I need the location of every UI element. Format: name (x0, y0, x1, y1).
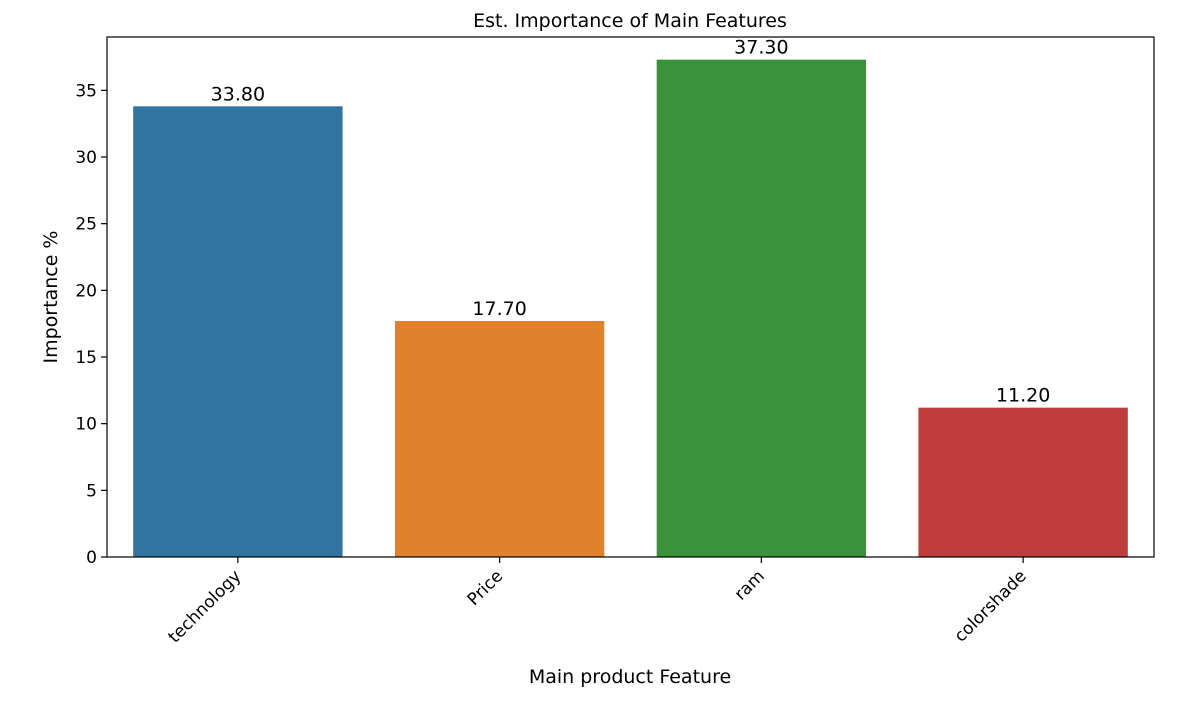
y-tick-label: 0 (86, 548, 97, 568)
y-axis-label: Importance % (40, 231, 62, 364)
y-tick-label: 5 (86, 481, 97, 501)
data-label-price: 17.70 (472, 298, 526, 320)
x-tick-label-price: Price (464, 566, 507, 609)
x-axis: technology Price ram colorshade (165, 557, 1031, 647)
data-label-technology: 33.80 (211, 83, 265, 105)
y-tick-label: 35 (75, 81, 97, 101)
data-label-colorshade: 11.20 (996, 385, 1050, 407)
bar-price (394, 321, 605, 557)
data-labels-layer: 33.80 17.70 37.30 11.20 (211, 37, 1051, 407)
x-tick-label-colorshade: colorshade (951, 566, 1031, 646)
bar-colorshade (918, 407, 1128, 557)
y-tick-label: 15 (75, 348, 97, 368)
bars-layer (133, 59, 1128, 558)
bar-ram (656, 59, 867, 558)
plot-frame (106, 36, 1155, 558)
bar-technology (133, 106, 343, 557)
y-tick-label: 20 (75, 281, 97, 301)
data-label-ram: 37.30 (734, 37, 788, 59)
chart-title: Est. Importance of Main Features (473, 10, 787, 32)
y-tick-label: 10 (75, 415, 97, 435)
x-tick-label-technology: technology (165, 566, 246, 647)
y-tick-label: 30 (75, 148, 97, 168)
y-axis: 0 5 10 15 20 25 30 35 (75, 81, 107, 568)
y-tick-label: 25 (75, 215, 97, 235)
x-tick-label-ram: ram (731, 566, 769, 604)
x-axis-label: Main product Feature (529, 666, 731, 688)
